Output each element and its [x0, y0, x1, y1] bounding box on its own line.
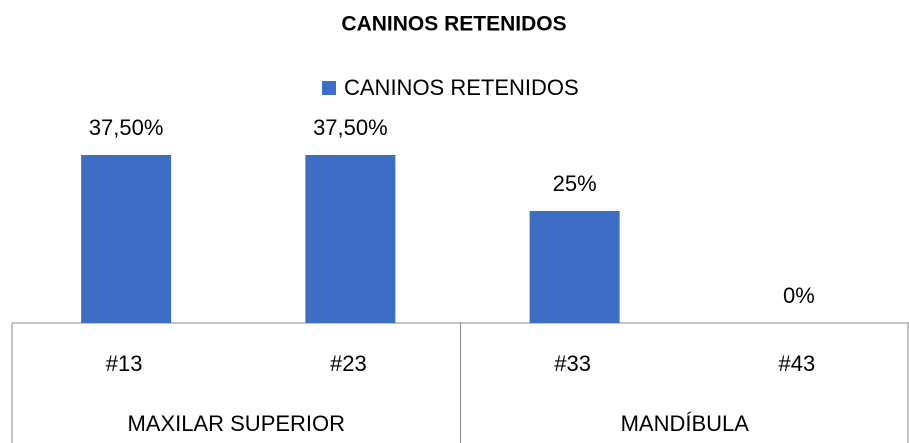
x-tick-label: #43	[779, 351, 816, 376]
bar	[529, 211, 620, 323]
group-label: MANDÍBULA	[621, 411, 750, 436]
value-label: 37,50%	[89, 115, 164, 140]
group-label: MAXILAR SUPERIOR	[127, 411, 345, 436]
legend-swatch	[322, 81, 336, 95]
chart-title: CANINOS RETENIDOS	[341, 13, 566, 36]
value-label: 0%	[783, 283, 815, 308]
x-tick-label: #13	[106, 351, 143, 376]
x-tick-label: #23	[330, 351, 367, 376]
bar	[305, 155, 396, 323]
value-label: 25%	[553, 171, 597, 196]
legend-label: CANINOS RETENIDOS	[344, 75, 579, 100]
x-tick-label: #33	[554, 351, 591, 376]
bar	[81, 155, 172, 323]
value-label: 37,50%	[313, 115, 388, 140]
